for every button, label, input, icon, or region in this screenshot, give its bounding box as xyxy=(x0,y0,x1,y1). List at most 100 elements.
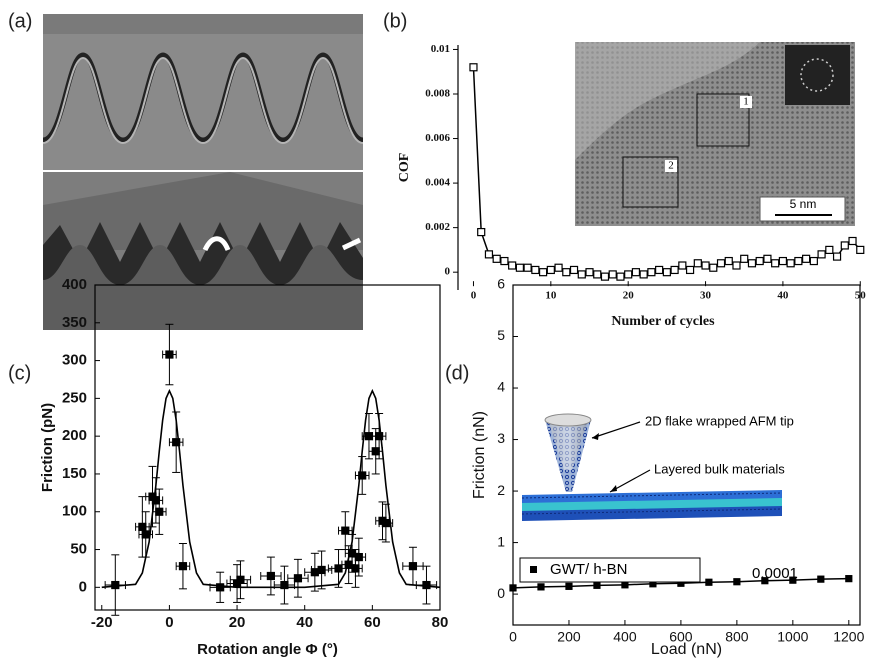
x-tick-label: 10 xyxy=(545,290,557,302)
data-point xyxy=(138,522,147,531)
x-tick-label: 40 xyxy=(296,614,313,631)
data-point xyxy=(701,261,710,270)
tem-inset: 1 2 5 nm xyxy=(575,42,855,226)
data-point xyxy=(354,552,363,562)
data-point xyxy=(621,581,629,589)
y-tick-label: 250 xyxy=(62,389,87,406)
data-point xyxy=(484,250,494,259)
legend-marker xyxy=(530,566,537,573)
data-point xyxy=(317,565,326,575)
y-tick-label: 200 xyxy=(62,427,87,444)
x-tick-label: 600 xyxy=(669,629,693,645)
y-tick-label: 0.006 xyxy=(425,132,450,144)
data-point xyxy=(624,270,633,279)
data-point xyxy=(477,227,486,237)
y-tick-label: 0.002 xyxy=(425,221,450,233)
y-tick-label: 100 xyxy=(62,503,87,520)
x-tick-label: 200 xyxy=(557,629,581,645)
data-point xyxy=(266,571,275,581)
data-point xyxy=(817,250,826,259)
x-tick-label: 800 xyxy=(725,629,749,645)
data-point xyxy=(565,582,573,590)
data-point xyxy=(111,580,120,590)
x-tick-label: 80 xyxy=(432,614,449,631)
x-tick-label: 0 xyxy=(509,629,517,645)
data-point xyxy=(845,575,853,583)
y-tick-label: 0.008 xyxy=(425,88,450,100)
data-point xyxy=(165,350,174,359)
data-point xyxy=(293,574,303,583)
data-point xyxy=(670,265,679,275)
data-point xyxy=(755,256,764,266)
data-point xyxy=(693,259,702,268)
y-tick-label: 2 xyxy=(497,482,505,498)
panel-label: (c) xyxy=(8,362,31,384)
data-point xyxy=(508,261,517,270)
data-point xyxy=(802,254,811,263)
data-point xyxy=(662,268,671,277)
y-tick-label: 350 xyxy=(62,314,87,331)
data-point xyxy=(608,270,617,279)
data-point xyxy=(469,63,478,72)
data-point xyxy=(371,447,380,456)
x-axis-label: Rotation angle Φ (°) xyxy=(197,641,338,658)
data-point xyxy=(832,252,842,261)
afm-inset: 2D flake wrapped AFM tip Layered bulk ma… xyxy=(519,413,798,583)
data-point xyxy=(840,241,849,250)
legend-label: GWT/ h-BN xyxy=(550,561,628,578)
data-point xyxy=(216,583,225,592)
data-point xyxy=(593,270,602,279)
x-axis-label: Load (nN) xyxy=(651,641,722,658)
x-tick-label: 0 xyxy=(165,614,173,631)
y-tick-label: 150 xyxy=(62,465,87,482)
y-tick-label: 0 xyxy=(445,266,451,278)
y-tick-label: 300 xyxy=(62,352,87,369)
panel-label: (d) xyxy=(445,362,469,384)
x-tick-label: 1200 xyxy=(833,629,864,645)
data-point xyxy=(761,577,769,585)
y-axis-label: Friction (nN) xyxy=(471,411,488,499)
y-tick-label: 0.01 xyxy=(431,43,450,55)
data-point xyxy=(538,268,548,277)
data-point xyxy=(740,254,749,263)
x-axis-label: Number of cycles xyxy=(611,314,715,329)
data-point xyxy=(809,256,818,266)
data-point xyxy=(280,580,289,590)
inset-label: 1 xyxy=(743,96,749,108)
x-tick-label: 0 xyxy=(471,290,477,302)
panel-label: (a) xyxy=(8,10,32,32)
data-point xyxy=(600,272,610,281)
data-point xyxy=(341,526,350,535)
data-point xyxy=(732,261,741,270)
data-point xyxy=(375,432,384,441)
y-tick-label: 50 xyxy=(70,541,87,558)
data-point xyxy=(817,575,825,583)
data-point xyxy=(647,268,656,277)
data-point xyxy=(747,259,757,268)
scale-bar-label: 5 nm xyxy=(790,197,817,211)
x-tick-label: 20 xyxy=(229,614,246,631)
data-point xyxy=(685,265,695,275)
data-point xyxy=(577,270,586,279)
y-tick-label: 6 xyxy=(497,276,505,292)
x-tick-label: -20 xyxy=(91,614,113,631)
y-tick-label: 0 xyxy=(79,578,87,595)
micrograph-a xyxy=(42,14,364,330)
data-point xyxy=(778,256,788,266)
data-point xyxy=(631,268,641,277)
data-point xyxy=(364,432,374,441)
data-point xyxy=(537,583,545,591)
annotation: 0.0001 xyxy=(752,565,798,582)
data-point xyxy=(351,564,360,573)
data-point xyxy=(554,263,563,272)
data-point xyxy=(141,530,150,539)
data-point xyxy=(771,259,780,268)
data-point xyxy=(786,259,795,268)
data-point xyxy=(763,254,772,263)
data-point xyxy=(856,245,865,255)
data-point xyxy=(531,265,540,275)
data-point xyxy=(825,245,834,255)
panel-label: (b) xyxy=(383,10,407,32)
data-point xyxy=(178,562,188,571)
